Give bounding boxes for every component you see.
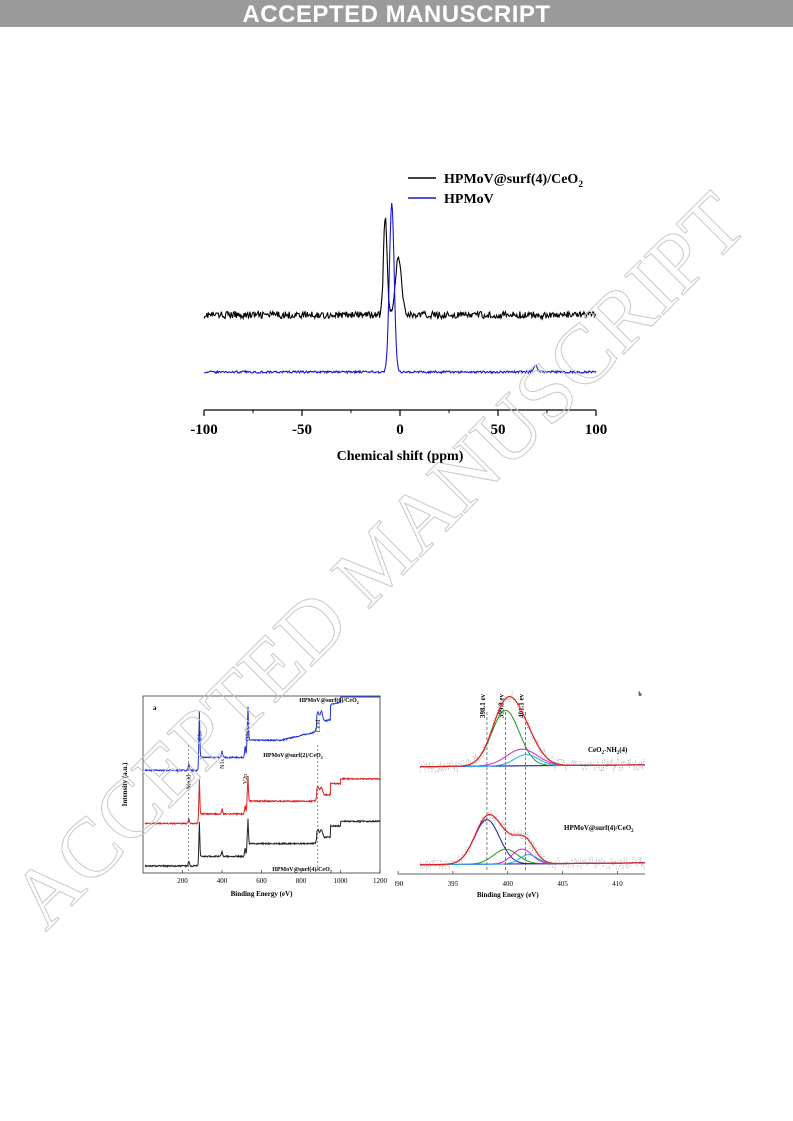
survey-x-tick-label: 600 xyxy=(256,877,267,885)
survey-x-axis-label: Binding Energy (eV) xyxy=(231,890,294,898)
survey-y-axis-label: Intensity (a.u.) xyxy=(121,762,129,806)
n1s-x-tick-label: 390 xyxy=(395,880,404,888)
survey-peak-label: V2p xyxy=(243,774,249,784)
survey-panel-label: a xyxy=(153,704,157,712)
n1s-x-axis-label: Binding Energy (eV) xyxy=(477,891,540,899)
survey-series-label: HPMoV@surf(2)/CeO2 xyxy=(263,752,323,760)
survey-series-line xyxy=(144,818,381,868)
nmr-series-line-hpmov-surf4 xyxy=(203,217,597,321)
n1s-spectrum-label: HPMoV@surf(4)/CeO2 xyxy=(564,824,634,834)
survey-x-tick-label: 1000 xyxy=(334,877,349,885)
nmr-x-tick-label: 50 xyxy=(491,422,506,438)
n1s-raw-data xyxy=(419,691,646,774)
xps-survey-figure: a HPMoV@surf(6)/CeO2 HPMoV@surf(2)/CeO2 HPM… xyxy=(121,695,388,898)
nmr-x-axis-label: Chemical shift (ppm) xyxy=(337,449,464,464)
survey-peak-label: O1s xyxy=(246,731,252,741)
survey-peak-label: Ce3d xyxy=(316,720,322,733)
n1s-x-tick-label: 405 xyxy=(557,880,568,888)
n1s-peak-label: 398.1 ev xyxy=(479,693,487,718)
n1s-envelope-line xyxy=(420,813,645,866)
survey-series-line xyxy=(144,696,380,773)
survey-x-tick-label: 400 xyxy=(217,877,228,885)
survey-peak-label: Mo3d xyxy=(186,775,192,789)
survey-peak-label: N1s xyxy=(220,759,226,769)
n1s-spectrum-label: CeO2-NH2(4) xyxy=(588,746,628,756)
survey-series-line xyxy=(144,776,381,826)
survey-x-tick-label: 1200 xyxy=(373,877,388,885)
nmr-series-line-hpmov xyxy=(203,202,597,375)
n1s-panel-label: b xyxy=(638,692,642,698)
n1s-envelope-line xyxy=(420,696,645,768)
survey-x-tick-label: 800 xyxy=(296,877,307,885)
nmr-x-tick-label: 0 xyxy=(396,422,404,438)
accepted-manuscript-banner: ACCEPTED MANUSCRIPT xyxy=(0,0,793,28)
survey-x-tick-label: 200 xyxy=(177,877,188,885)
n1s-x-tick-label: 395 xyxy=(448,880,459,888)
nmr-legend-label: HPMoV@surf(4)/CeO2 xyxy=(444,172,583,190)
survey-peak-label: C1s xyxy=(197,731,203,741)
n1s-x-tick-label: 410 xyxy=(612,880,623,888)
n1s-peak-label: 401.1 ev xyxy=(517,693,525,718)
survey-series-label: HPMoV@surf(6)/CeO2 xyxy=(299,697,359,705)
survey-series-label: HPMoV@surf(4)/CeO2 xyxy=(272,866,332,874)
nmr-figure: -100 -50 0 50 100 Chemical shift (ppm) HPMoV@s… xyxy=(190,172,608,464)
nmr-x-tick-label: -100 xyxy=(190,422,218,438)
nmr-legend-label: HPMoV xyxy=(444,192,494,207)
nmr-x-tick-label: -50 xyxy=(292,422,312,438)
nmr-x-tick-label: 100 xyxy=(585,422,608,438)
n1s-component-line xyxy=(420,848,645,866)
n1s-raw-data xyxy=(419,809,646,872)
banner-text: ACCEPTED MANUSCRIPT xyxy=(242,1,551,28)
survey-frame xyxy=(142,695,381,874)
n1s-x-tick-label: 400 xyxy=(503,880,514,888)
